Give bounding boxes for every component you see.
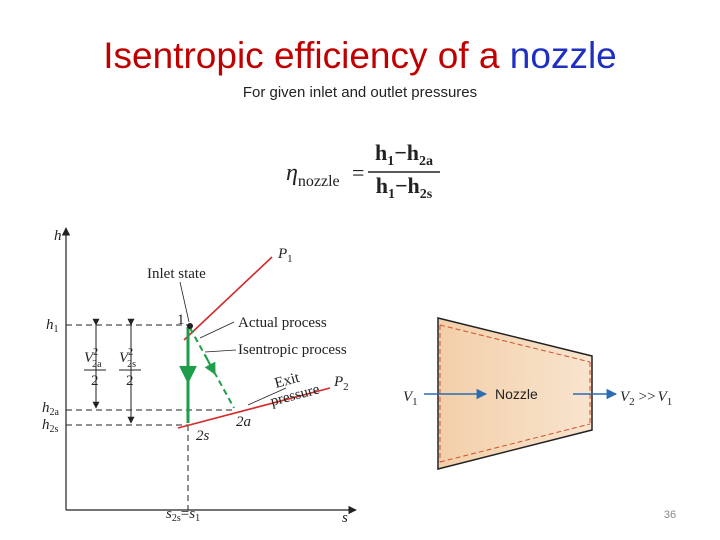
eta-sub: nozzle	[298, 173, 340, 190]
t: >>	[639, 389, 656, 405]
ke-isentropic-den: 2	[126, 373, 134, 389]
t: =	[181, 506, 189, 522]
s-tick: s2s=s1	[166, 506, 200, 524]
t: −	[394, 140, 407, 165]
isobar-p2	[177, 387, 331, 429]
x-axis-label: s	[342, 510, 348, 526]
equation: ηnozzle = h1−h2a h1−h2s	[286, 140, 440, 202]
denominator: h1−h2s	[376, 173, 433, 202]
outlet-velocity: V2 >> V1	[620, 389, 672, 408]
y-axis-label: h	[54, 228, 62, 244]
t: h	[376, 173, 388, 198]
title-highlight: nozzle	[510, 35, 617, 76]
actual-arrow	[204, 354, 216, 376]
t: V	[403, 389, 414, 405]
title: Isentropic efficiency of a nozzle	[103, 35, 617, 76]
exit-label: Exit	[273, 370, 302, 392]
eta-symbol: η	[286, 160, 298, 186]
inlet-state: Inlet state	[147, 266, 206, 282]
t: 2a	[419, 154, 433, 169]
guides	[66, 324, 236, 510]
t: 2	[629, 396, 635, 408]
h2s-tick: h2s	[42, 417, 59, 435]
t: 2a	[92, 359, 102, 370]
h2a-tick: h2a	[42, 400, 60, 418]
ke-actual: V2 2a	[84, 347, 102, 370]
t: h	[407, 140, 419, 165]
numerator: h1−h2a	[375, 140, 433, 169]
t: h	[42, 417, 50, 433]
state-2s: 2s	[196, 428, 210, 444]
ke-isentropic: V2 2s	[119, 347, 136, 370]
t: h	[42, 400, 50, 416]
t: h	[375, 140, 387, 165]
t: V	[620, 389, 631, 405]
t: 2s	[127, 359, 136, 370]
state-1: 1	[177, 312, 185, 328]
t: h	[46, 317, 54, 333]
isentropic-process: Isentropic process	[238, 342, 347, 358]
t: P	[277, 246, 287, 262]
t: 1	[287, 253, 293, 265]
equals: =	[352, 160, 364, 185]
t: 2s	[420, 187, 433, 202]
t: 2a	[50, 407, 60, 418]
p2-label: P2	[333, 374, 349, 393]
t: 2s	[172, 513, 181, 524]
t: P	[333, 374, 343, 390]
state-2a: 2a	[236, 414, 251, 430]
p1-label: P1	[277, 246, 293, 265]
actual-process: Actual process	[238, 315, 327, 331]
t: V	[84, 350, 95, 366]
t: V	[658, 389, 669, 405]
nozzle-label: Nozzle	[495, 386, 538, 402]
eta: ηnozzle	[286, 160, 340, 190]
leaders	[179, 281, 287, 406]
t: s	[166, 506, 172, 522]
t: 1	[667, 396, 673, 408]
t: 1	[387, 154, 394, 169]
inlet-velocity: V1	[403, 389, 418, 408]
subtitle: For given inlet and outlet pressures	[243, 84, 477, 101]
t: V	[119, 350, 130, 366]
page-number: 36	[664, 509, 676, 521]
ke-actual-den: 2	[91, 373, 99, 389]
isobar-p1	[183, 256, 273, 341]
nozzle-body	[437, 317, 593, 470]
hs-diagram: h s P1 P2 Inlet state 1 2a 2s Actual pro…	[42, 227, 357, 526]
title-text: Isentropic efficiency of a	[103, 35, 500, 76]
t: 1	[195, 513, 200, 524]
t: h	[408, 173, 420, 198]
nozzle-figure: Nozzle V1 V2 >> V1	[403, 317, 672, 470]
state-point	[187, 323, 193, 329]
t: −	[395, 173, 408, 198]
t: s	[189, 506, 195, 522]
t: 2	[93, 347, 98, 358]
t: 2	[343, 381, 349, 393]
h1-tick: h1	[46, 317, 59, 335]
t: 2	[128, 347, 133, 358]
t: 1	[412, 396, 418, 408]
t: 1	[388, 187, 395, 202]
t: 1	[54, 324, 59, 335]
t: 2s	[50, 424, 59, 435]
